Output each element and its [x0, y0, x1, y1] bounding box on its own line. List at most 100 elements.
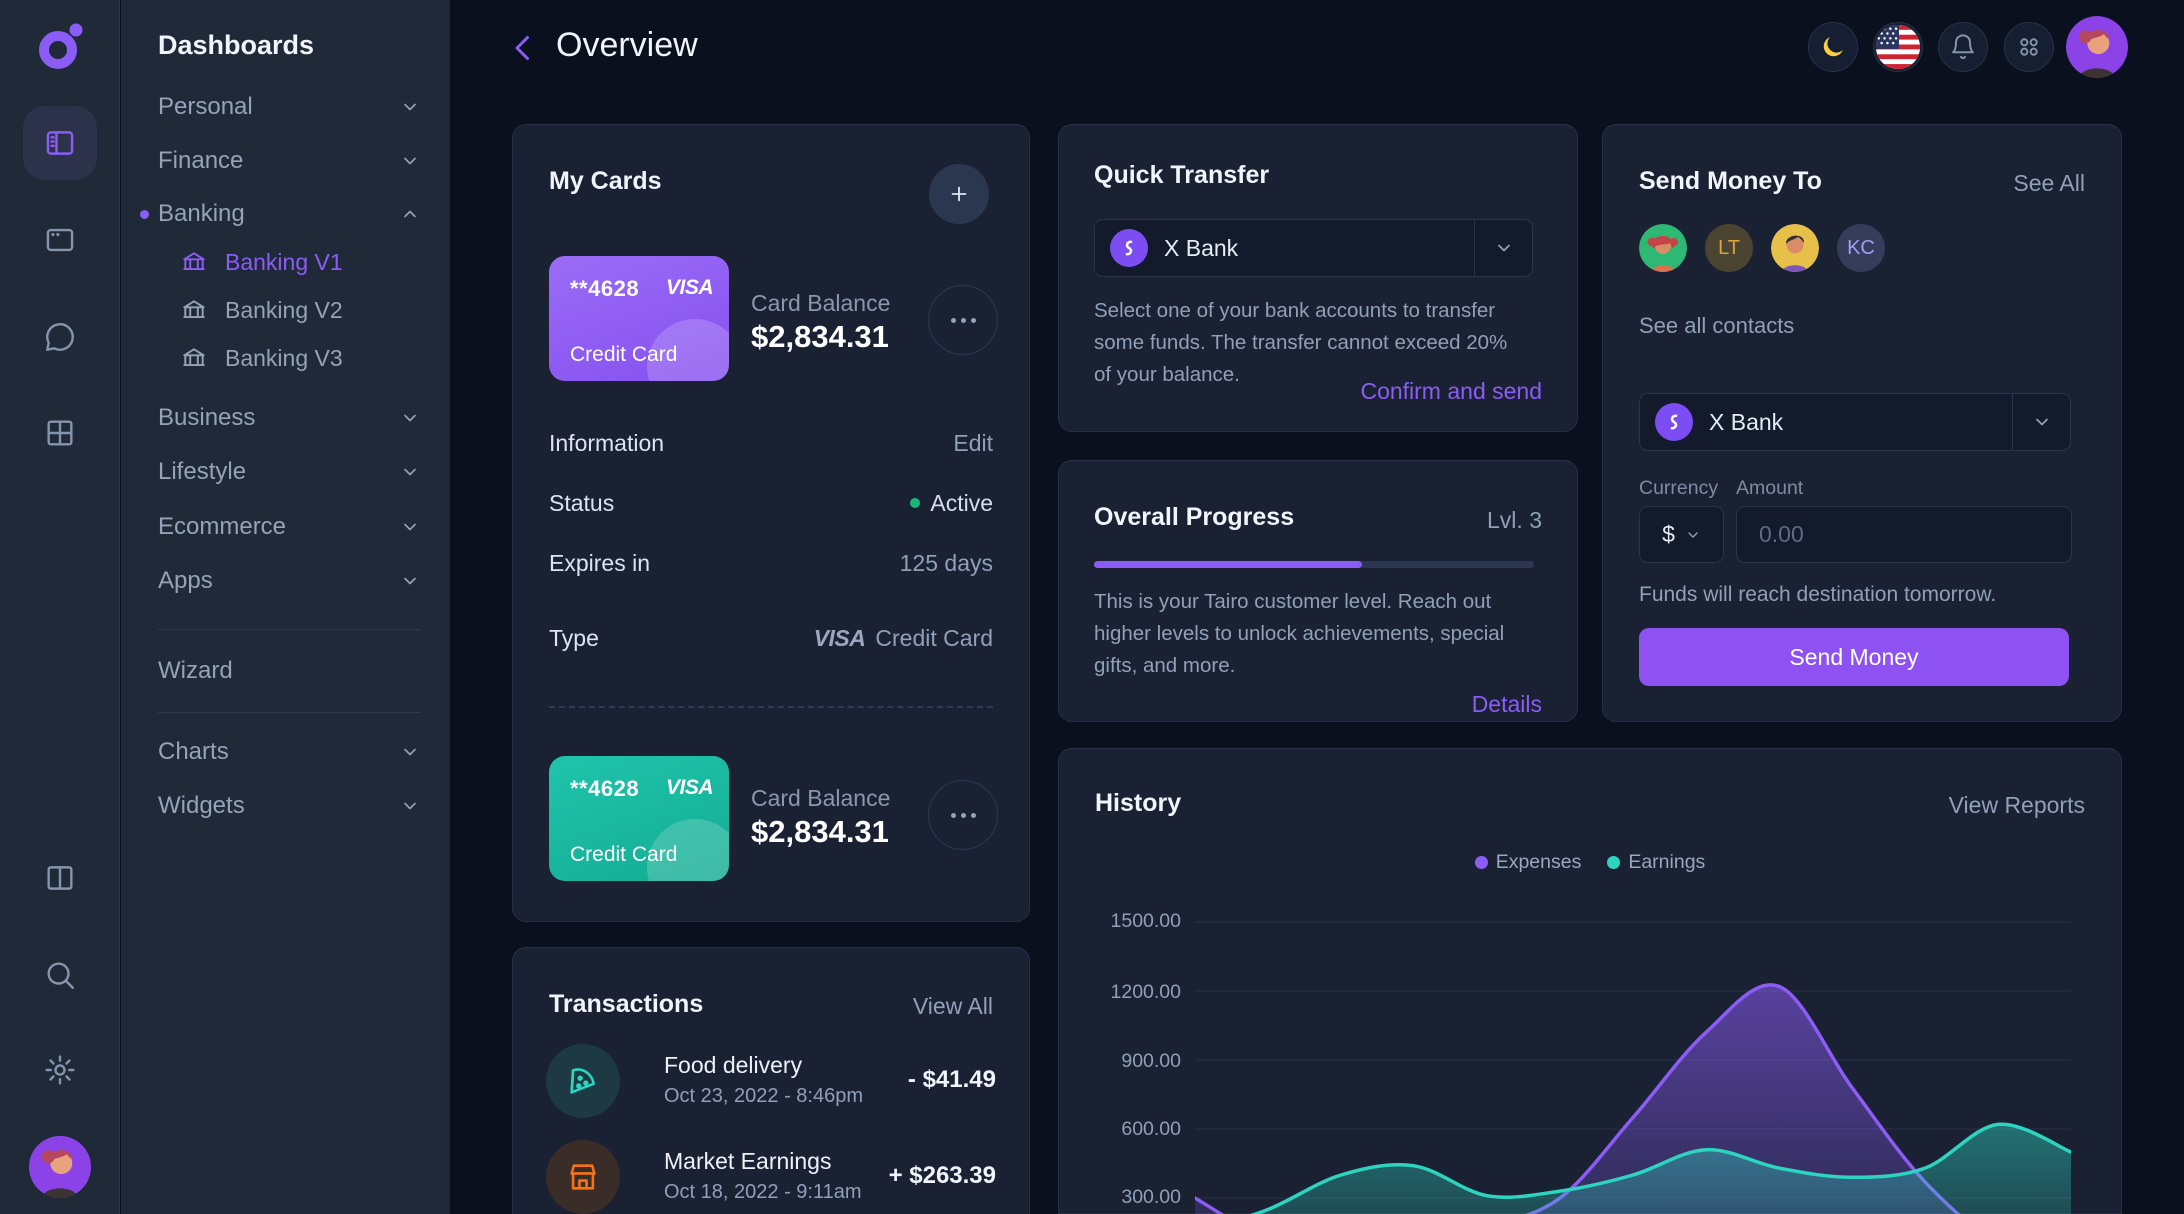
transaction-row[interactable]: Market Earnings Oct 18, 2022 - 9:11am + …	[546, 1140, 996, 1214]
see-all-contacts-link[interactable]: See all contacts	[1639, 313, 1795, 338]
progress-fill	[1094, 561, 1363, 568]
amount-label: Amount	[1736, 477, 1804, 499]
visa-logo: VISA	[813, 624, 866, 651]
sidebar-item-personal[interactable]: Personal	[158, 80, 420, 134]
visa-logo: VISA	[665, 776, 714, 799]
card-menu-button[interactable]	[928, 780, 998, 850]
quick-transfer-description: Select one of your bank accounts to tran…	[1094, 299, 1508, 386]
level-badge: Lvl. 3	[1487, 507, 1542, 533]
my-cards-card: My Cards **4628 VISA Credit Card Card Ba…	[512, 124, 1030, 922]
info-row-type: Type VISA Credit Card	[549, 624, 993, 651]
info-row-expires: Expires in 125 days	[549, 549, 993, 576]
status-badge: Active	[930, 489, 993, 516]
theme-toggle-button[interactable]	[1808, 22, 1858, 72]
funds-note: Funds will reach destination tomorrow.	[1639, 583, 1997, 606]
add-card-button[interactable]	[929, 164, 989, 224]
sidebar-item-widgets[interactable]: Widgets	[158, 779, 420, 833]
legend-dot-earnings	[1607, 856, 1621, 869]
chevron-left-icon	[515, 36, 529, 60]
moon-icon	[1823, 37, 1843, 57]
search-icon[interactable]	[23, 938, 97, 1012]
bank-select[interactable]: X Bank	[1094, 219, 1533, 277]
back-button[interactable]	[505, 30, 541, 66]
sidebar-item-charts[interactable]: Charts	[158, 725, 420, 779]
tairo-logo[interactable]	[33, 20, 87, 74]
x-bank-logo	[1655, 403, 1693, 441]
view-all-link[interactable]: View All	[912, 993, 993, 1019]
sidebar-item-banking-v3[interactable]: Banking V3	[181, 334, 420, 382]
apps-grid-icon	[2020, 38, 2038, 56]
bank-icon	[183, 300, 205, 319]
progress-description: This is your Tairo customer level. Reach…	[1094, 590, 1505, 677]
layout-sidebar-icon[interactable]	[22, 106, 97, 180]
sidebar-item-banking-v1[interactable]: Banking V1	[181, 238, 420, 286]
chevron-down-icon	[1474, 220, 1532, 276]
sidebar-item-banking-v2[interactable]: Banking V2	[181, 286, 420, 334]
info-row-status: Status Active	[549, 489, 993, 516]
sidebar-divider	[158, 629, 420, 630]
credit-card-purple[interactable]: **4628 VISA Credit Card	[549, 256, 729, 381]
y-axis-tick: 1500.00	[1110, 910, 1182, 932]
sidebar-item-ecommerce[interactable]: Ecommerce	[158, 500, 420, 554]
view-reports-link[interactable]: View Reports	[1948, 792, 2085, 818]
x-bank-logo	[1110, 229, 1148, 267]
send-money-button[interactable]: Send Money	[1639, 628, 2069, 686]
sidebar-item-apps[interactable]: Apps	[158, 554, 420, 608]
transaction-row[interactable]: Food delivery Oct 23, 2022 - 8:46pm - $4…	[546, 1044, 996, 1118]
confirm-and-send-link[interactable]: Confirm and send	[1360, 378, 1542, 404]
amount-input[interactable]	[1736, 506, 2072, 563]
chart-legend: Expenses Earnings	[1059, 851, 2121, 874]
card-number: **4628	[570, 776, 640, 801]
balance-label: Card Balance	[751, 785, 891, 811]
columns-icon[interactable]	[23, 841, 97, 915]
app-window-icon[interactable]	[23, 203, 97, 277]
card-menu-button[interactable]	[928, 285, 998, 355]
history-title: History	[1095, 789, 1182, 817]
credit-card-teal[interactable]: **4628 VISA Credit Card	[549, 756, 729, 881]
visa-logo: VISA	[665, 276, 714, 299]
details-link[interactable]: Details	[1471, 691, 1542, 717]
user-avatar[interactable]	[2066, 16, 2128, 78]
dashed-divider	[549, 706, 993, 708]
transactions-title: Transactions	[549, 990, 704, 1018]
chat-bubble-icon[interactable]	[23, 300, 97, 374]
card-number: **4628	[570, 276, 640, 301]
contact-avatar-initials[interactable]: KC	[1837, 224, 1885, 272]
status-dot	[910, 498, 921, 508]
plus-icon	[951, 186, 967, 202]
sidebar-item-banking[interactable]: Banking	[158, 187, 420, 241]
info-row-information: Information Edit	[549, 429, 993, 456]
send-money-title: Send Money To	[1639, 167, 1822, 195]
currency-select[interactable]: $	[1639, 506, 1724, 563]
gear-icon[interactable]	[23, 1033, 97, 1107]
sidebar-item-business[interactable]: Business	[158, 391, 420, 445]
chevron-down-icon	[400, 408, 420, 428]
chevron-down-icon	[400, 796, 420, 816]
icon-rail	[0, 0, 120, 1214]
sidebar-item-finance[interactable]: Finance	[158, 134, 420, 188]
sidebar-item-wizard[interactable]: Wizard	[158, 657, 233, 684]
edit-link[interactable]: Edit	[953, 429, 993, 456]
notifications-button[interactable]	[1938, 22, 1988, 72]
store-icon	[546, 1140, 620, 1214]
y-axis-tick: 600.00	[1121, 1118, 1181, 1140]
overall-progress-title: Overall Progress	[1094, 503, 1295, 531]
grid-icon[interactable]	[23, 396, 97, 470]
bank-select[interactable]: X Bank	[1639, 393, 2071, 451]
legend-expenses: Expenses	[1474, 851, 1581, 874]
language-button[interactable]	[1873, 22, 1923, 72]
pizza-icon	[546, 1044, 620, 1118]
balance-value: $2,834.31	[751, 319, 889, 354]
sidebar-title: Dashboards	[158, 30, 315, 60]
contact-avatar[interactable]	[1771, 224, 1819, 272]
chevron-up-icon	[400, 204, 420, 224]
apps-menu-button[interactable]	[2004, 22, 2054, 72]
transaction-amount: + $263.39	[888, 1162, 996, 1189]
contact-avatar-initials[interactable]: LT	[1705, 224, 1753, 272]
see-all-link[interactable]: See All	[2013, 170, 2085, 196]
card-kind: Credit Card	[570, 843, 678, 866]
sidebar-item-lifestyle[interactable]: Lifestyle	[158, 445, 420, 499]
contact-avatar[interactable]	[1639, 224, 1687, 272]
rail-user-avatar[interactable]	[28, 1136, 91, 1198]
sidebar-divider	[158, 712, 420, 713]
